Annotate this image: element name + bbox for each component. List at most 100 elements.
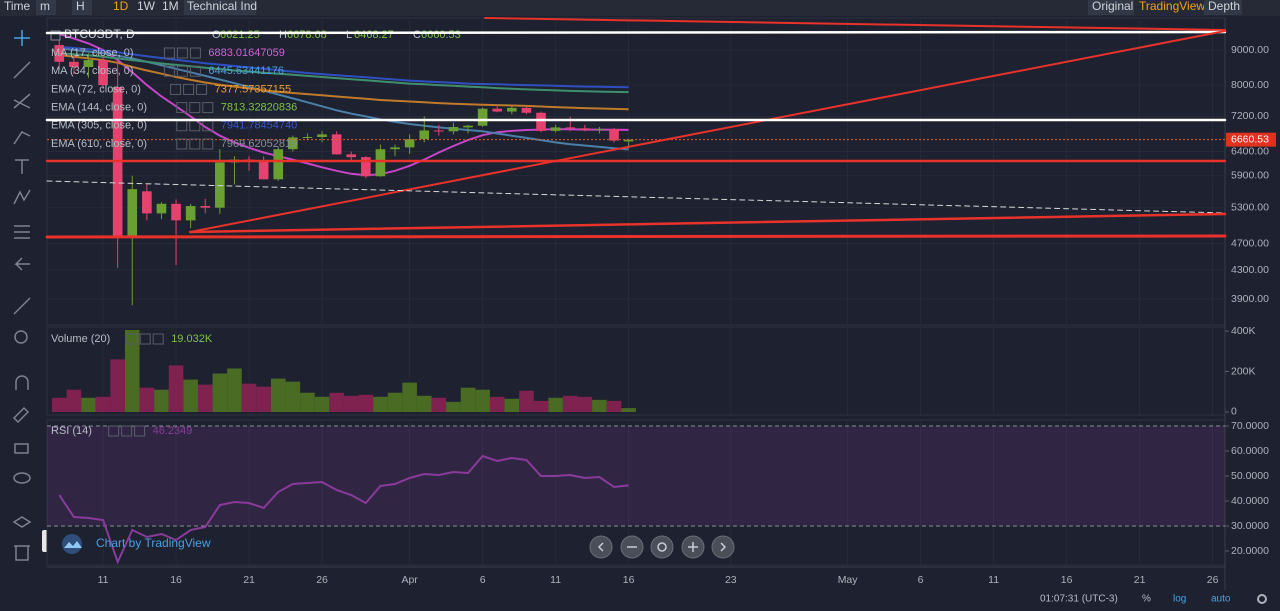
tool-delete[interactable] (14, 545, 30, 561)
ohlc-key: H (279, 29, 287, 41)
toolbar-button[interactable]: Technical Ind (187, 0, 257, 13)
toolbar-button[interactable]: Time (4, 0, 31, 13)
legend-label: MA (34, close, 0) (51, 65, 134, 77)
y-tick-label: 5300.00 (1231, 201, 1269, 213)
y-tick-label: 3900.00 (1231, 293, 1269, 305)
legend-button (176, 65, 188, 77)
status-bar (0, 591, 1280, 611)
volume-bar (124, 330, 140, 412)
tool-layers[interactable] (12, 516, 32, 528)
toolbar-button[interactable]: m (40, 0, 50, 13)
y-tick-label: 7200.00 (1231, 110, 1269, 122)
legend-button (108, 425, 120, 437)
legend-button (176, 138, 188, 150)
tool-text[interactable] (15, 159, 29, 174)
clock: 01:07:31 (UTC-3) (1040, 594, 1118, 605)
legend-label: EMA (305, close, 0) (51, 120, 147, 132)
tool-prediction[interactable] (14, 225, 30, 239)
legend-button (196, 83, 208, 95)
volume-bar (373, 396, 388, 412)
candle-body (258, 161, 269, 180)
volume-bar (416, 395, 432, 412)
tool-brush[interactable] (13, 131, 31, 145)
toolbar-button[interactable]: H (76, 0, 85, 13)
tool-eye[interactable] (13, 472, 31, 484)
scroll-left[interactable] (589, 535, 613, 559)
volume-bar (256, 386, 271, 412)
legend-button (176, 102, 188, 114)
trend-line (188, 212, 1227, 234)
reset[interactable] (650, 535, 674, 559)
candle-body (623, 139, 634, 142)
volume-bar (95, 396, 111, 412)
legend-label: Volume (20) (51, 333, 110, 345)
candle-body (288, 137, 298, 150)
candle-body (69, 61, 79, 68)
toolbar-button[interactable]: Depth (1208, 0, 1240, 13)
legend-value: 6883.01647059 (208, 47, 284, 59)
grid (47, 18, 1229, 565)
volume-bar (592, 399, 607, 412)
toolbar-button[interactable]: TradingView (1139, 0, 1205, 13)
x-tick-label: 11 (98, 574, 109, 586)
auto-button[interactable]: auto (1211, 594, 1231, 605)
legend-button (189, 47, 201, 59)
toolbar-button[interactable]: Original (1092, 0, 1133, 13)
legend-value: 7377.57357155 (215, 83, 291, 95)
tool-line[interactable] (13, 61, 31, 79)
toolbar-button-bg (36, 0, 56, 15)
symbol-icon (50, 30, 61, 41)
toolbar-button-bg (1088, 0, 1134, 15)
trend-line (189, 30, 1226, 233)
y-tick-label: 40.0000 (1231, 495, 1269, 507)
legend-button (202, 102, 214, 114)
y-tick-label: 70.0000 (1231, 420, 1269, 432)
tool-back[interactable] (14, 257, 30, 271)
legend-label: MA (17, close, 0) (51, 47, 134, 59)
candle-body (419, 130, 430, 140)
watermark[interactable]: Chart by TradingView (96, 536, 211, 550)
trend-line (484, 17, 1226, 31)
scroll-buttons (589, 535, 735, 559)
toolbar-button[interactable]: 1W (137, 0, 156, 13)
x-tick-label: 6 (918, 574, 924, 586)
volume-bar (314, 396, 330, 412)
settings-button[interactable] (1257, 594, 1267, 604)
tool-measure[interactable] (13, 297, 31, 315)
tool-zoom[interactable] (14, 330, 28, 344)
watermark-icon (62, 534, 82, 554)
tool-fib[interactable] (13, 93, 31, 109)
scroll-right[interactable] (711, 535, 735, 559)
log-button[interactable]: log (1173, 594, 1186, 605)
ohlc-value: 6678.68 (287, 29, 327, 41)
percent-button[interactable]: % (1142, 594, 1151, 605)
ohlc-value: 6621.25 (220, 29, 260, 41)
y-tick-label: 200K (1231, 365, 1256, 377)
y-tick-label: 30.0000 (1231, 520, 1269, 532)
y-tick-label: 50.0000 (1231, 470, 1269, 482)
x-tick-label: 11 (988, 574, 999, 586)
last-price-label: 6660.53 (1231, 133, 1269, 145)
legend-value: 7813.32820836 (221, 102, 297, 114)
toolbar (0, 0, 1280, 16)
tool-pattern[interactable] (13, 189, 31, 205)
candle-body (54, 45, 65, 62)
y-tick-label: 20.0000 (1231, 545, 1269, 557)
toolbar-button[interactable]: 1M (162, 0, 179, 13)
legend-button (163, 47, 175, 59)
volume-bar (285, 381, 301, 412)
y-tick-label: 0 (1231, 406, 1237, 418)
last-price-tag (1226, 132, 1276, 147)
volume-bar (358, 394, 374, 412)
tool-lock[interactable] (14, 443, 29, 454)
tool-magnet[interactable] (15, 375, 29, 390)
tool-crosshair[interactable] (14, 30, 30, 46)
ohlc-key: C (413, 29, 421, 41)
ohlc-key: L (346, 29, 352, 41)
y-tick-label: 9000.00 (1231, 44, 1269, 56)
user-drawings (45, 17, 1227, 239)
candle-body (171, 203, 181, 221)
legend-button (121, 425, 133, 437)
tool-stay-drawing[interactable] (12, 406, 30, 424)
toolbar-button[interactable]: 1D (113, 0, 129, 13)
